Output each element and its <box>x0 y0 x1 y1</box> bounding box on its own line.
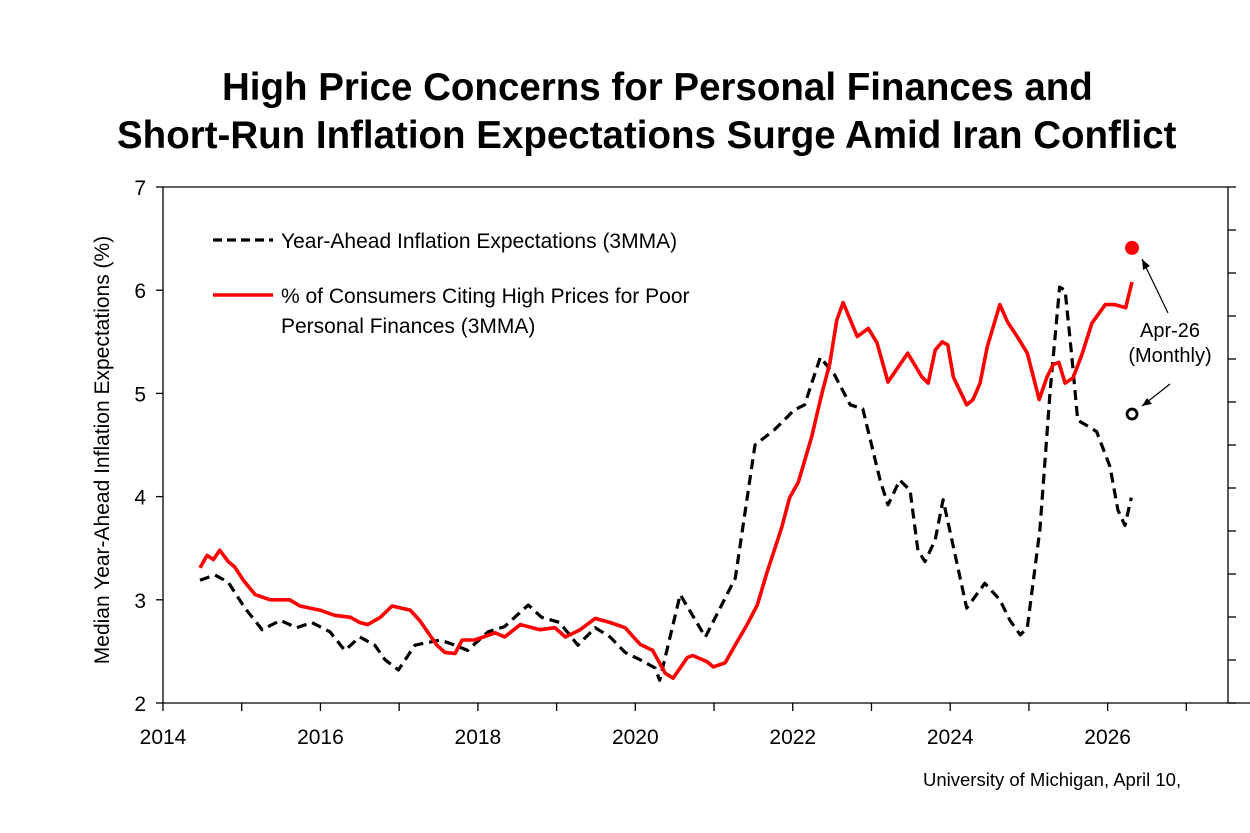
y-tick-label: 3 <box>134 590 146 613</box>
y-tick-label: 5 <box>134 383 146 406</box>
axis-ticks <box>156 186 1236 711</box>
x-tick-label: 2020 <box>612 726 659 749</box>
monthly-point-expectations <box>1125 407 1139 421</box>
legend-label-high-prices-2: Personal Finances (3MMA) <box>281 315 535 338</box>
x-tick-label: 2026 <box>1084 726 1131 749</box>
legend-label-expectations: Year-Ahead Inflation Expectations (3MMA) <box>281 230 677 253</box>
x-tick-label: 2022 <box>769 726 816 749</box>
chart-title-line-1: High Price Concerns for Personal Finance… <box>222 66 1093 109</box>
y-tick-label: 4 <box>134 487 146 510</box>
y-tick-label: 2 <box>134 693 146 716</box>
annotation-label-1: Apr-26 <box>1140 320 1200 342</box>
series-group <box>198 240 1140 682</box>
legend: Year-Ahead Inflation Expectations (3MMA)… <box>213 230 690 338</box>
x-tick-label: 2024 <box>927 726 974 749</box>
chart-title-line-2: Short-Run Inflation Expectations Surge A… <box>117 114 1177 157</box>
legend-label-high-prices-1: % of Consumers Citing High Prices for Po… <box>281 285 690 308</box>
tick-labels: 2014 2016 2018 2020 2022 2024 2026 2 3 4 5 6 7 <box>134 177 1131 749</box>
annotation-label-2: (Monthly) <box>1128 345 1211 367</box>
x-tick-label: 2014 <box>140 726 187 749</box>
annotation: Apr-26 (Monthly) <box>1128 258 1212 407</box>
monthly-point-high-prices <box>1125 240 1140 255</box>
x-tick-label: 2016 <box>297 726 344 749</box>
y-tick-label: 6 <box>134 280 146 303</box>
y-axis-label: Median Year-Ahead Inflation Expectations… <box>91 236 114 664</box>
x-tick-label: 2018 <box>455 726 502 749</box>
plot-frame <box>162 186 1250 704</box>
y-tick-label: 7 <box>134 177 146 200</box>
source-note: University of Michigan, April 10, <box>923 769 1181 790</box>
series-line-high-prices <box>198 281 1134 680</box>
series-line-inflation-expectations <box>199 285 1133 682</box>
